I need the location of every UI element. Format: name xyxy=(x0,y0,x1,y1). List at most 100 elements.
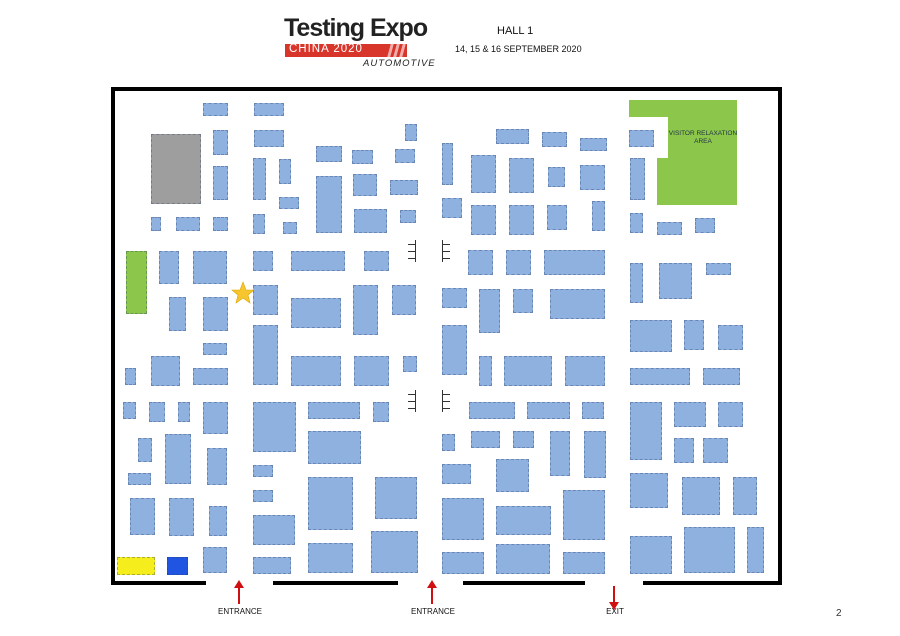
booth[interactable] xyxy=(630,536,672,574)
booth[interactable] xyxy=(291,298,341,328)
booth[interactable] xyxy=(674,438,694,463)
booth[interactable] xyxy=(442,143,453,185)
booth[interactable] xyxy=(442,498,484,540)
booth[interactable] xyxy=(703,438,728,463)
booth[interactable] xyxy=(149,402,165,422)
booth[interactable] xyxy=(496,544,550,574)
booth[interactable] xyxy=(253,465,273,477)
booth[interactable] xyxy=(207,448,227,485)
booth[interactable] xyxy=(283,222,297,234)
booth[interactable] xyxy=(405,124,417,141)
booth[interactable] xyxy=(630,368,690,385)
booth[interactable] xyxy=(684,320,704,350)
booth[interactable] xyxy=(203,343,227,355)
booth[interactable] xyxy=(308,431,361,464)
booth-yellow[interactable] xyxy=(117,557,155,575)
booth[interactable] xyxy=(442,288,467,308)
booth[interactable] xyxy=(354,209,387,233)
booth[interactable] xyxy=(442,552,484,574)
booth[interactable] xyxy=(291,356,341,386)
booth[interactable] xyxy=(176,217,200,231)
booth[interactable] xyxy=(582,402,604,419)
booth[interactable] xyxy=(203,297,228,331)
booth[interactable] xyxy=(630,213,643,233)
booth[interactable] xyxy=(308,402,360,419)
booth[interactable] xyxy=(169,297,186,331)
booth[interactable] xyxy=(151,356,180,386)
booth[interactable] xyxy=(542,132,567,147)
booth[interactable] xyxy=(592,201,605,231)
booth[interactable] xyxy=(254,103,284,116)
booth[interactable] xyxy=(213,130,228,155)
booth[interactable] xyxy=(253,490,273,502)
booth[interactable] xyxy=(253,557,291,574)
booth[interactable] xyxy=(442,464,471,484)
booth[interactable] xyxy=(509,158,534,193)
booth[interactable] xyxy=(193,368,228,385)
booth[interactable] xyxy=(629,130,654,147)
booth[interactable] xyxy=(279,159,291,184)
booth[interactable] xyxy=(279,197,299,209)
booth[interactable] xyxy=(203,103,228,116)
booth[interactable] xyxy=(400,210,416,223)
booth[interactable] xyxy=(254,130,284,147)
booth[interactable] xyxy=(203,402,228,434)
booth[interactable] xyxy=(193,251,227,284)
booth[interactable] xyxy=(209,506,227,536)
booth[interactable] xyxy=(353,174,377,196)
booth[interactable] xyxy=(718,402,743,427)
booth[interactable] xyxy=(395,149,415,163)
booth[interactable] xyxy=(468,250,493,275)
booth[interactable] xyxy=(469,402,515,419)
booth-blue[interactable] xyxy=(167,557,188,575)
booth[interactable] xyxy=(403,356,417,372)
booth[interactable] xyxy=(479,289,500,333)
booth[interactable] xyxy=(550,289,605,319)
booth[interactable] xyxy=(253,158,266,200)
booth[interactable] xyxy=(548,167,565,187)
booth[interactable] xyxy=(159,251,179,284)
booth[interactable] xyxy=(747,527,764,573)
booth[interactable] xyxy=(479,356,492,386)
booth[interactable] xyxy=(659,263,692,299)
booth[interactable] xyxy=(509,205,534,235)
booth[interactable] xyxy=(682,477,720,515)
booth[interactable] xyxy=(630,158,645,200)
booth[interactable] xyxy=(138,438,152,462)
booth[interactable] xyxy=(392,285,416,315)
booth[interactable] xyxy=(630,473,668,508)
booth[interactable] xyxy=(390,180,418,195)
booth[interactable] xyxy=(442,198,462,218)
booth[interactable] xyxy=(253,402,296,452)
booth[interactable] xyxy=(165,434,191,484)
booth[interactable] xyxy=(125,368,136,385)
booth[interactable] xyxy=(563,490,605,540)
booth[interactable] xyxy=(308,477,353,530)
booth[interactable] xyxy=(550,431,570,476)
booth[interactable] xyxy=(354,356,389,386)
booth[interactable] xyxy=(496,459,529,492)
booth[interactable] xyxy=(253,515,295,545)
booth[interactable] xyxy=(442,434,455,451)
booth[interactable] xyxy=(316,176,342,233)
booth[interactable] xyxy=(178,402,190,422)
booth[interactable] xyxy=(513,289,533,313)
booth[interactable] xyxy=(213,217,228,231)
booth[interactable] xyxy=(130,498,155,535)
booth[interactable] xyxy=(123,402,136,419)
booth[interactable] xyxy=(496,506,551,535)
booth[interactable] xyxy=(544,250,605,275)
booth[interactable] xyxy=(584,431,606,478)
booth[interactable] xyxy=(316,146,342,162)
booth[interactable] xyxy=(253,251,273,271)
booth[interactable] xyxy=(375,477,417,519)
booth[interactable] xyxy=(364,251,389,271)
booth[interactable] xyxy=(703,368,740,385)
booth[interactable] xyxy=(496,129,529,144)
booth[interactable] xyxy=(373,402,389,422)
booth[interactable] xyxy=(733,477,757,515)
booth[interactable] xyxy=(580,138,607,151)
booth[interactable] xyxy=(151,217,161,231)
booth[interactable] xyxy=(630,320,672,352)
booth[interactable] xyxy=(684,527,735,573)
